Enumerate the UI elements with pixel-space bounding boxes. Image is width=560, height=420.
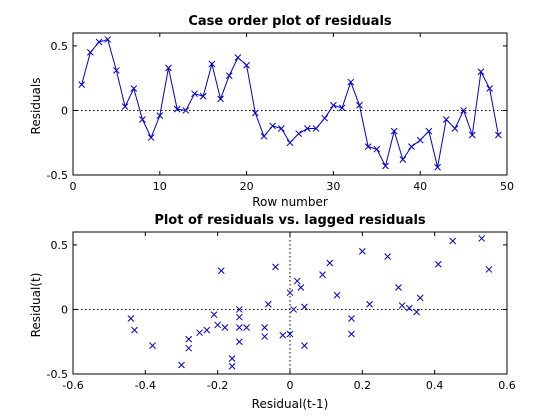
residuals-case-order-plot: Case order plot of residuals Row number … xyxy=(29,14,514,209)
x-tick-label: 40 xyxy=(413,180,427,193)
y-tick-label: 0.5 xyxy=(51,40,69,53)
chart-title: Plot of residuals vs. lagged residuals xyxy=(154,213,426,228)
y-axis-label: Residual(t) xyxy=(29,273,43,338)
y-tick-label: 0 xyxy=(61,303,68,316)
x-tick-label: 30 xyxy=(326,180,340,193)
x-tick-label: -0.2 xyxy=(207,379,228,392)
x-tick-label: 0.2 xyxy=(354,379,372,392)
x-axis-label: Row number xyxy=(252,195,328,209)
x-tick-label: 20 xyxy=(240,180,254,193)
y-tick-label: 0.5 xyxy=(51,239,69,252)
y-tick-label: -0.5 xyxy=(47,368,68,381)
y-tick-label: -0.5 xyxy=(47,169,68,182)
x-tick-label: 0.6 xyxy=(498,379,516,392)
x-tick-label: 10 xyxy=(153,180,167,193)
x-axis-label: Residual(t-1) xyxy=(252,397,329,411)
x-tick-label: 0 xyxy=(70,180,77,193)
x-tick-label: 0.4 xyxy=(426,379,444,392)
y-axis-label: Residuals xyxy=(29,78,43,135)
x-tick-label: -0.4 xyxy=(135,379,156,392)
x-tick-label: 0 xyxy=(287,379,294,392)
chart-title: Case order plot of residuals xyxy=(188,14,392,29)
x-tick-label: 50 xyxy=(500,180,514,193)
y-tick-label: 0 xyxy=(61,104,68,117)
residuals-vs-lagged-residuals-plot: Plot of residuals vs. lagged residuals R… xyxy=(29,213,516,411)
